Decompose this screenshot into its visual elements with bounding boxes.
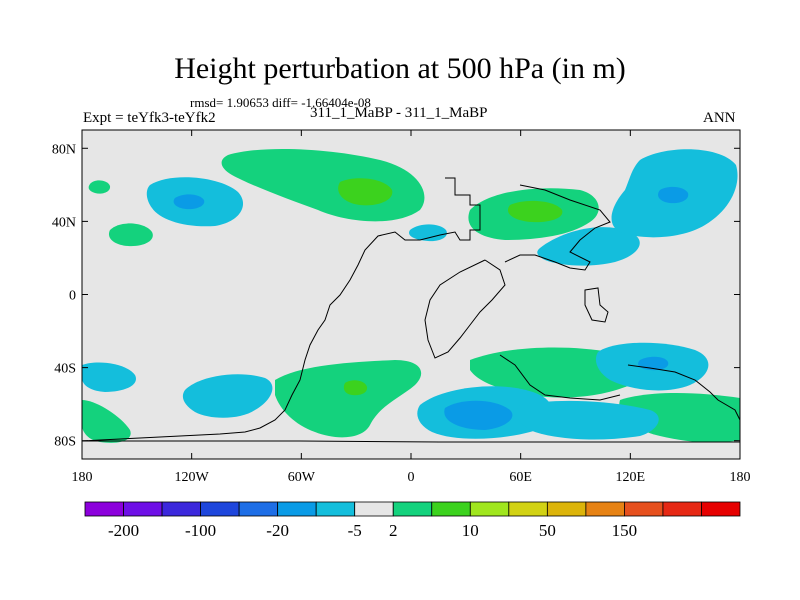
colorbar-box (508, 501, 548, 517)
colorbar-label: -5 (348, 521, 362, 540)
lon-tick-label: 60E (509, 470, 532, 485)
colorbar-box (392, 501, 433, 517)
negative-anomaly-south-band (516, 400, 659, 440)
colorbar-label: 10 (462, 521, 479, 540)
colorbar-box (277, 501, 317, 517)
coastline-australia (627, 364, 740, 421)
lon-tick-label: 60W (288, 470, 316, 485)
coastline-americas (82, 177, 481, 442)
colorbar-label: -200 (108, 521, 139, 540)
plot-title: Height perturbation at 500 hPa (in m) (174, 52, 626, 85)
positive-anomaly-small-northwest (88, 180, 111, 194)
coastline-south-america-tip (499, 354, 621, 401)
colorbar-box (238, 501, 279, 517)
map-field (82, 130, 740, 459)
colorbar-label: -20 (266, 521, 289, 540)
colorbar-box (431, 501, 471, 517)
positive-anomaly-sw-corner (82, 400, 131, 443)
positive-anomaly-south-atlantic (275, 360, 422, 438)
colorbar-box (585, 501, 625, 517)
strong-negative-anomaly-se-pacific (638, 356, 669, 371)
colorbar-box (662, 501, 702, 517)
lon-tick-label: 120W (175, 470, 210, 485)
lon-tick-label: 180 (730, 470, 751, 485)
strong-negative-anomaly-nw-pacific (173, 194, 205, 210)
colorbar-box (701, 501, 741, 517)
colorbar-label: 50 (539, 521, 556, 540)
colorbar-box (200, 501, 240, 517)
strong-positive-anomaly-south-atlantic (343, 380, 368, 396)
colorbar-label: 2 (389, 521, 398, 540)
lat-tick-label: 40S (54, 362, 76, 377)
strong-positive-anomaly-eurasia (507, 200, 563, 223)
lon-tick-label: 0 (408, 470, 415, 485)
colorbar-box (123, 501, 163, 517)
lat-tick-label: 40N (52, 215, 76, 230)
period-label: ANN (703, 110, 736, 126)
lon-tick-label: 120E (616, 470, 646, 485)
stats-label: rmsd= 1.90653 diff= -1.66404e-08 (190, 95, 371, 110)
colorbar-box (546, 501, 587, 517)
coastline-africa-eurasia (424, 259, 506, 359)
negative-anomaly-asia (537, 227, 640, 266)
axis-ticks: 80N 40N 0 40S 80S 180 120W 60W 0 60E 120E 180 (52, 130, 751, 485)
lat-tick-label: 0 (69, 289, 76, 304)
lat-tick-label: 80N (52, 142, 76, 157)
negative-anomaly-n-atlantic (409, 224, 447, 242)
positive-anomaly-far-west (108, 223, 153, 247)
colorbar-label: 150 (612, 521, 638, 540)
coastline-asia (504, 184, 611, 271)
colorbar-box (161, 501, 201, 517)
coastline-maritime (584, 287, 609, 323)
colorbar-box (315, 501, 356, 517)
case-label: 311_1_MaBP - 311_1_MaBP (310, 105, 488, 121)
colorbar-box (354, 501, 394, 517)
strong-negative-anomaly-northeast (658, 186, 689, 204)
strong-negative-anomaly-southern-ocean (444, 400, 513, 430)
experiment-label: Expt = teYfk3-teYfk2 (83, 110, 216, 126)
negative-anomaly-south-pacific (82, 362, 136, 392)
lon-tick-label: 180 (72, 470, 93, 485)
strong-positive-anomaly-n-pacific (338, 178, 393, 206)
colorbar-box (469, 501, 510, 517)
colorbar: -200 -100 -20 -5 2 10 50 150 (84, 501, 741, 540)
negative-anomaly-south-pacific-center (182, 374, 273, 418)
colorbar-label: -100 (185, 521, 216, 540)
lat-tick-label: 80S (54, 435, 76, 450)
coastlines (82, 177, 740, 443)
colorbar-box (84, 501, 124, 517)
coastline-antarctica (82, 440, 740, 443)
colorbar-box (624, 501, 664, 517)
